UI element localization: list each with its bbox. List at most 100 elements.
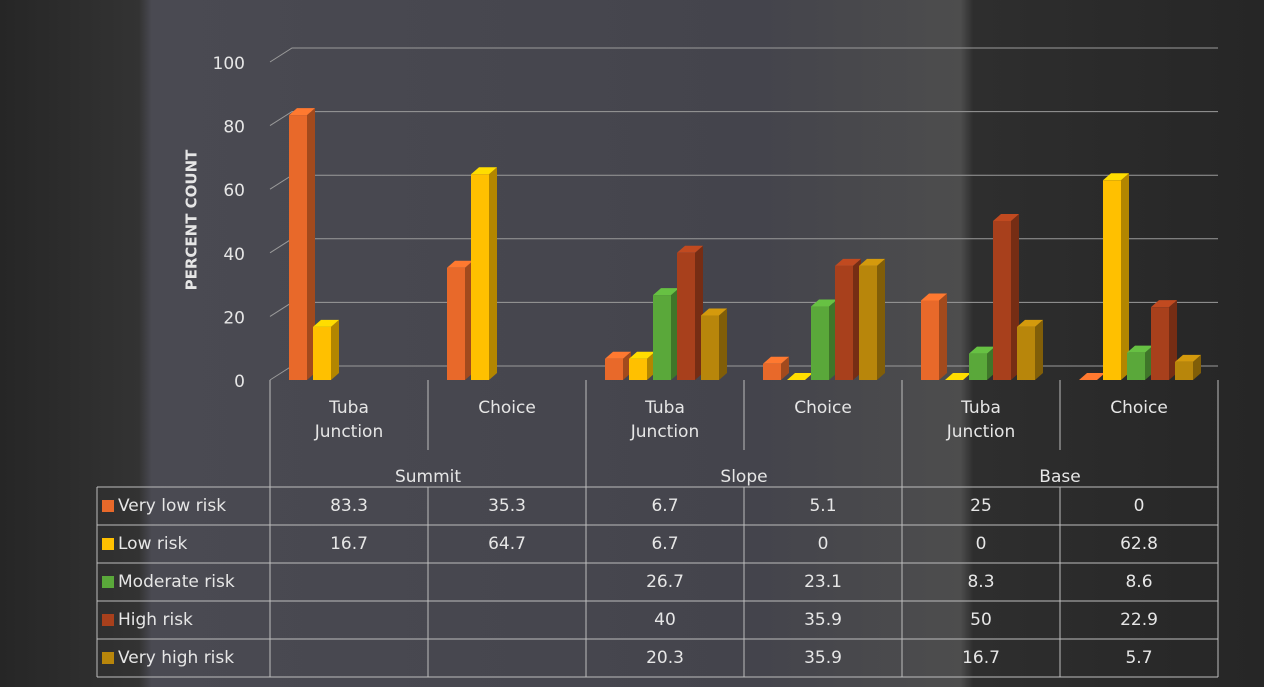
y-tick-label: 40	[223, 245, 245, 265]
bar-face	[993, 221, 1011, 380]
table-value: 20.3	[646, 648, 684, 668]
bar	[447, 260, 473, 380]
legend-label: Low risk	[118, 534, 187, 554]
y-tick-label: 20	[223, 308, 245, 328]
y-tick-label: 0	[234, 372, 245, 392]
table-value: 5.7	[1125, 648, 1152, 668]
bar-face	[835, 258, 861, 266]
bar-face	[1175, 354, 1201, 362]
bar-face	[1193, 354, 1201, 380]
bar	[1103, 173, 1129, 380]
table-value: 5.1	[809, 496, 836, 516]
bar	[921, 293, 947, 380]
bar	[945, 373, 971, 380]
bar-face	[811, 306, 829, 380]
bar-face	[289, 108, 315, 116]
bar-face	[1035, 319, 1043, 380]
bar-face	[921, 300, 939, 380]
bar-face	[787, 373, 813, 380]
legend-label: Very high risk	[118, 648, 234, 668]
bar	[605, 351, 631, 380]
table-value: 26.7	[646, 572, 684, 592]
bar-face	[921, 293, 947, 301]
bar-face	[471, 167, 497, 175]
bar-face	[969, 346, 995, 354]
legend-key	[102, 576, 114, 588]
x-tick-label: Tuba Junction	[630, 398, 700, 442]
legend-label: High risk	[118, 610, 193, 630]
group-label: Slope	[720, 467, 767, 487]
legend-key	[102, 538, 114, 550]
bar	[1151, 300, 1177, 380]
table-value: 16.7	[330, 534, 368, 554]
bar	[289, 108, 315, 380]
table-value: 6.7	[651, 534, 678, 554]
grid-line	[269, 301, 1218, 317]
bar-face	[313, 326, 331, 380]
bar-face	[629, 358, 647, 380]
bar	[859, 258, 885, 380]
bar-face	[969, 353, 987, 380]
bar-face	[307, 108, 315, 380]
bar-face	[1121, 173, 1129, 380]
bar-face	[1017, 326, 1035, 380]
bar-face	[1151, 307, 1169, 380]
x-tick-label: Choice	[794, 398, 852, 418]
table-value: 0	[818, 534, 829, 554]
bar	[1127, 345, 1153, 380]
bar	[993, 214, 1019, 380]
bar-face	[653, 288, 679, 296]
bar-face	[701, 308, 727, 316]
bar-face	[677, 245, 703, 253]
bar-face	[605, 351, 631, 359]
grid-line	[269, 47, 1218, 63]
y-tick-label: 100	[213, 54, 245, 74]
bar-face	[781, 356, 789, 380]
x-tick-label: Choice	[1110, 398, 1168, 418]
bar-face	[605, 358, 623, 380]
bar-face	[811, 299, 837, 307]
grid-line	[269, 174, 1218, 190]
bar-face	[993, 214, 1019, 221]
table-value: 50	[970, 610, 992, 630]
grid-line	[269, 365, 1218, 381]
legend-key	[102, 652, 114, 664]
bar	[1017, 319, 1043, 380]
bar	[313, 319, 339, 380]
bar-face	[835, 265, 853, 380]
table-value: 8.6	[1125, 572, 1152, 592]
bar	[1175, 354, 1201, 380]
bar-face	[763, 363, 781, 380]
y-axis-title: PERCENT COUNT	[183, 149, 201, 291]
bar-face	[1127, 352, 1145, 380]
bar	[701, 308, 727, 380]
bar	[629, 351, 655, 380]
bar	[835, 258, 861, 380]
legend-label: Very low risk	[118, 496, 226, 516]
bar-face	[489, 167, 497, 380]
bar-face	[1103, 180, 1121, 380]
group-label: Summit	[395, 467, 461, 487]
table-value: 8.3	[967, 572, 994, 592]
table-value: 0	[976, 534, 987, 554]
bar-face	[1103, 173, 1129, 181]
table-value: 35.3	[488, 496, 526, 516]
bar	[653, 288, 679, 380]
bar-face	[877, 258, 885, 380]
bar	[471, 167, 497, 380]
table-value: 83.3	[330, 496, 368, 516]
bar-face	[331, 319, 339, 380]
bar-face	[289, 115, 307, 380]
bar-face	[1079, 373, 1105, 380]
bar-face	[945, 373, 971, 380]
bar	[969, 346, 995, 380]
bar	[787, 373, 813, 380]
bar-face	[763, 356, 789, 364]
bar-face	[1175, 361, 1193, 380]
grid-line	[269, 111, 1218, 127]
bar-face	[1151, 300, 1177, 308]
legend-key	[102, 614, 114, 626]
bar	[763, 356, 789, 380]
